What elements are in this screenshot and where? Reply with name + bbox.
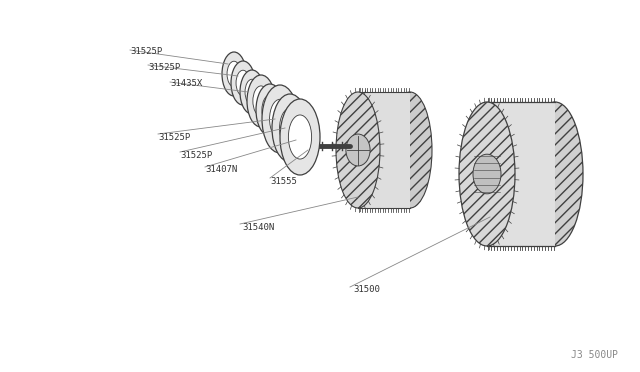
Ellipse shape xyxy=(289,115,312,159)
Text: 31525P: 31525P xyxy=(130,48,163,57)
Ellipse shape xyxy=(346,134,370,166)
Text: 31435X: 31435X xyxy=(170,80,202,89)
Ellipse shape xyxy=(262,85,298,153)
Ellipse shape xyxy=(527,102,583,246)
Ellipse shape xyxy=(473,154,501,194)
Ellipse shape xyxy=(222,52,246,96)
Ellipse shape xyxy=(247,75,275,127)
Text: J3 500UP: J3 500UP xyxy=(571,350,618,360)
Text: 31525P: 31525P xyxy=(148,62,180,71)
Text: 31540N: 31540N xyxy=(242,224,275,232)
Ellipse shape xyxy=(269,99,291,139)
Text: 31555: 31555 xyxy=(270,177,297,186)
Ellipse shape xyxy=(231,61,255,105)
Polygon shape xyxy=(358,92,410,208)
Ellipse shape xyxy=(336,92,380,208)
Text: 31407N: 31407N xyxy=(205,166,237,174)
Text: 31525P: 31525P xyxy=(180,151,212,160)
Ellipse shape xyxy=(236,70,250,96)
Ellipse shape xyxy=(272,94,308,162)
Ellipse shape xyxy=(256,84,284,136)
Ellipse shape xyxy=(240,70,264,114)
Ellipse shape xyxy=(280,99,320,175)
Polygon shape xyxy=(487,102,555,246)
Ellipse shape xyxy=(227,61,241,87)
Ellipse shape xyxy=(280,108,300,148)
Ellipse shape xyxy=(262,95,278,125)
Text: 31500: 31500 xyxy=(353,285,380,295)
Ellipse shape xyxy=(245,79,259,105)
Text: 31525P: 31525P xyxy=(158,132,190,141)
Ellipse shape xyxy=(459,102,515,246)
Ellipse shape xyxy=(286,142,294,150)
Ellipse shape xyxy=(388,92,432,208)
Ellipse shape xyxy=(253,86,269,116)
